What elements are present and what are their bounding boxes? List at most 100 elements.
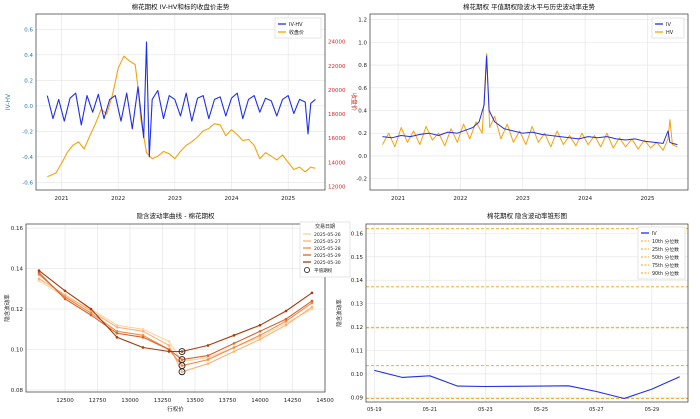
chart-title: 棉花期权 隐含波动率锥形图 — [487, 211, 567, 220]
legend-label: 收盘价 — [289, 29, 304, 36]
x-tick-label: 05-21 — [423, 407, 438, 413]
x-tick-label: 05-29 — [645, 407, 660, 413]
data-point — [232, 342, 236, 345]
chart-ivhv-close: 2021 2022 2023 2024 2025 -0.6 -0.4 -0.2 0.0 0.2 0.… — [5, 2, 358, 202]
series-line-iv — [374, 369, 680, 400]
y-tick-label: 0.12 — [351, 325, 363, 331]
series-line-smile — [38, 270, 313, 353]
data-point — [284, 319, 288, 323]
y-tick-label: 1.0 — [358, 40, 367, 46]
legend-label: 75th 分位数 — [652, 262, 679, 269]
data-point — [310, 305, 314, 309]
legend-label: 2025-05-28 — [314, 246, 341, 252]
y-tick-label-left: 0.2 — [24, 78, 33, 84]
x-tick-label: 2021 — [55, 196, 69, 202]
x-tick-label: 05-25 — [534, 407, 549, 413]
x-tick-label: 14250 — [284, 398, 302, 404]
data-point — [284, 317, 288, 321]
data-point — [258, 334, 262, 337]
y-axis-label: 隐含波动率 — [3, 294, 11, 322]
data-point — [167, 340, 171, 343]
data-point — [115, 325, 119, 329]
y-tick-label-right: 24000 — [328, 40, 346, 46]
data-point — [180, 364, 184, 367]
y-tick-label: 0.8 — [358, 63, 367, 69]
x-tick-label: 2025 — [281, 196, 295, 202]
data-point — [180, 350, 184, 353]
chart-title: 隐含波动率曲线 - 棉花期权 — [137, 211, 215, 220]
legend-box — [637, 226, 686, 280]
y-axis-label-left: IV-HV — [5, 93, 12, 110]
series-line-close — [47, 55, 316, 178]
x-tick-label: 2022 — [111, 196, 125, 202]
y-tick-label-left: -0.2 — [22, 129, 33, 135]
data-point — [167, 350, 171, 353]
y-tick-label: 0.13 — [351, 302, 364, 308]
data-point — [206, 358, 210, 361]
legend-label: 90th 分位数 — [652, 270, 679, 277]
data-point — [37, 279, 41, 282]
y-axis-label: 隐含波动率 — [335, 299, 343, 327]
legend-title: 交易日期 — [315, 223, 335, 230]
chart-smile: 12500 12750 13000 13250 13500 13750 14000 14250… — [3, 211, 351, 413]
y-tick-label-left: 0.6 — [24, 27, 33, 33]
y-tick-label-left: 0.0 — [24, 104, 33, 110]
data-point — [284, 309, 288, 313]
data-point — [206, 344, 210, 347]
y-tick-label: -0.2 — [356, 177, 367, 183]
legend-swatch-atm — [303, 266, 310, 273]
legend-label: 平值期权 — [314, 267, 333, 274]
x-tick-label: 13500 — [186, 398, 204, 404]
series-line-hv — [382, 53, 678, 151]
plot-frame — [365, 223, 689, 403]
x-tick-label: 2022 — [453, 196, 467, 202]
data-point — [310, 291, 314, 295]
y-tick-label: 0.09 — [351, 395, 364, 401]
x-axis-label: 行权价 — [167, 405, 184, 413]
y-tick-label: 0.15 — [351, 255, 364, 261]
legend-label: 2025-05-27 — [314, 239, 341, 245]
legend-label: IV-HV — [289, 22, 303, 28]
data-point — [232, 350, 236, 353]
data-point — [310, 307, 314, 311]
y-tick-label: 0.14 — [11, 267, 24, 273]
data-point — [258, 323, 262, 327]
legend-label: 50th 分位数 — [652, 254, 679, 261]
data-point — [206, 362, 210, 365]
data-point — [167, 344, 171, 347]
plot-frame — [25, 223, 326, 393]
y-tick-label: 0.08 — [11, 388, 24, 394]
data-point — [284, 323, 288, 327]
y-tick-label: 0.11 — [351, 348, 363, 354]
data-point — [37, 271, 41, 274]
data-point — [258, 329, 262, 333]
data-point — [232, 346, 236, 349]
data-point — [141, 334, 145, 337]
y-tick-label: 0.2 — [358, 131, 367, 137]
series-line-ivhv — [46, 41, 316, 158]
series-line-smile — [38, 272, 313, 361]
data-point — [63, 289, 67, 293]
series-line-smile — [38, 274, 313, 367]
y-tick-label: 0.4 — [358, 109, 367, 115]
y-tick-label-right: 22000 — [328, 64, 346, 70]
x-tick-label: 2023 — [168, 196, 182, 202]
data-point — [115, 323, 119, 327]
data-point — [63, 293, 67, 297]
data-point — [284, 321, 288, 325]
y-tick-label-right: 18000 — [328, 112, 346, 118]
data-point — [141, 329, 145, 333]
data-point — [258, 336, 262, 339]
y-tick-label: 0.12 — [11, 307, 23, 313]
data-point — [89, 313, 93, 317]
legend-label: HV — [666, 30, 674, 36]
x-tick-label: 2025 — [640, 196, 654, 202]
y-tick-label: 1.2 — [358, 18, 367, 24]
data-point — [310, 301, 314, 305]
y-tick-label: 0.14 — [351, 278, 364, 284]
legend-label: 2025-05-26 — [314, 232, 341, 238]
y-tick-label: 0.0 — [358, 154, 367, 160]
atm-marker — [178, 348, 186, 355]
x-tick-label: 05-23 — [478, 407, 493, 413]
y-tick-label: 0.10 — [351, 372, 364, 378]
